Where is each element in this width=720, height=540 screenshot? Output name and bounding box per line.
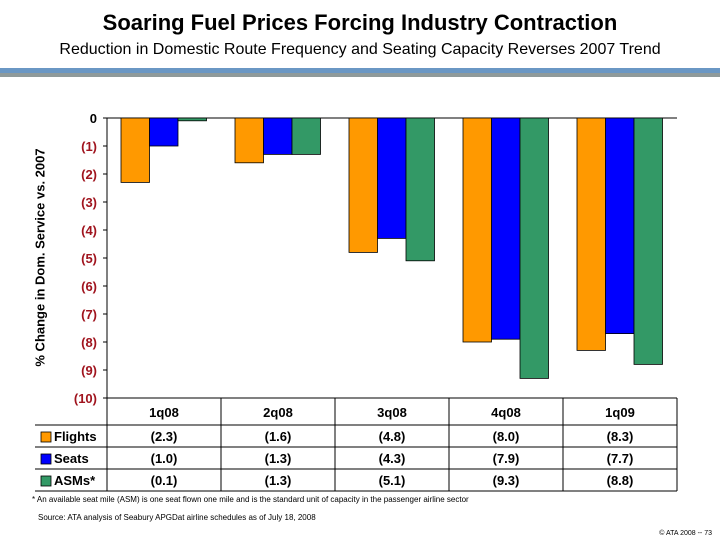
header-rule-blue (0, 68, 720, 73)
category-label: 1q08 (149, 405, 179, 420)
bar-asms-2q08 (291, 117, 321, 155)
bar-flights-3q08 (348, 117, 378, 253)
bar-flights-4q08 (462, 117, 492, 343)
y-tick-label: (7) (81, 307, 97, 322)
data-label: (9.3) (493, 473, 520, 488)
bar-asms-1q09 (633, 117, 663, 365)
bar-seats-1q09 (605, 117, 635, 335)
category-label: 2q08 (263, 405, 293, 420)
y-tick-label: (5) (81, 251, 97, 266)
data-label: (8.8) (607, 473, 634, 488)
category-label: 4q08 (491, 405, 521, 420)
data-label: (1.3) (265, 473, 292, 488)
bar-asms-1q08 (177, 117, 207, 122)
data-label: (5.1) (379, 473, 406, 488)
source-note: Source: ATA analysis of Seabury APGDat a… (38, 513, 316, 522)
legend-label: ASMs* (54, 473, 96, 488)
y-tick-label: (2) (81, 167, 97, 182)
slide-title: Soaring Fuel Prices Forcing Industry Con… (102, 10, 618, 35)
data-label: (8.3) (607, 429, 634, 444)
footnote: * An available seat mile (ASM) is one se… (32, 495, 469, 504)
bar-seats-3q08 (377, 117, 407, 239)
bar-flights-2q08 (234, 117, 264, 164)
y-tick-label: (10) (74, 391, 97, 406)
bar-seats-2q08 (263, 117, 293, 155)
legend-swatch-flights (40, 431, 52, 443)
data-label: (1.6) (265, 429, 292, 444)
legend-label: Flights (54, 429, 97, 444)
legend-swatch-asms (40, 475, 52, 487)
data-label: (0.1) (151, 473, 178, 488)
header-rule-gray (0, 73, 720, 77)
bar-seats-1q08 (149, 117, 179, 147)
data-label: (4.3) (379, 451, 406, 466)
category-label: 1q09 (605, 405, 635, 420)
data-label: (4.8) (379, 429, 406, 444)
copyright: © ATA 2008 -- 73 (659, 530, 712, 537)
data-label: (1.3) (265, 451, 292, 466)
y-tick-label: (8) (81, 335, 97, 350)
bar-asms-3q08 (405, 117, 435, 262)
bar-asms-4q08 (519, 117, 549, 379)
category-label: 3q08 (377, 405, 407, 420)
y-tick-label: (9) (81, 363, 97, 378)
data-label: (7.7) (607, 451, 634, 466)
data-label: (1.0) (151, 451, 178, 466)
slide-subtitle: Reduction in Domestic Route Frequency an… (59, 41, 661, 58)
y-tick-label: 0 (90, 111, 97, 126)
bar-flights-1q09 (576, 117, 606, 351)
y-tick-label: (4) (81, 223, 97, 238)
bar-seats-4q08 (491, 117, 521, 340)
data-label: (8.0) (493, 429, 520, 444)
bar-flights-1q08 (120, 117, 150, 183)
data-label: (2.3) (151, 429, 178, 444)
legend-swatch-seats (40, 453, 52, 465)
y-tick-label: (1) (81, 139, 97, 154)
y-tick-label: (3) (81, 195, 97, 210)
y-tick-label: (6) (81, 279, 97, 294)
data-label: (7.9) (493, 451, 520, 466)
legend-label: Seats (54, 451, 89, 466)
